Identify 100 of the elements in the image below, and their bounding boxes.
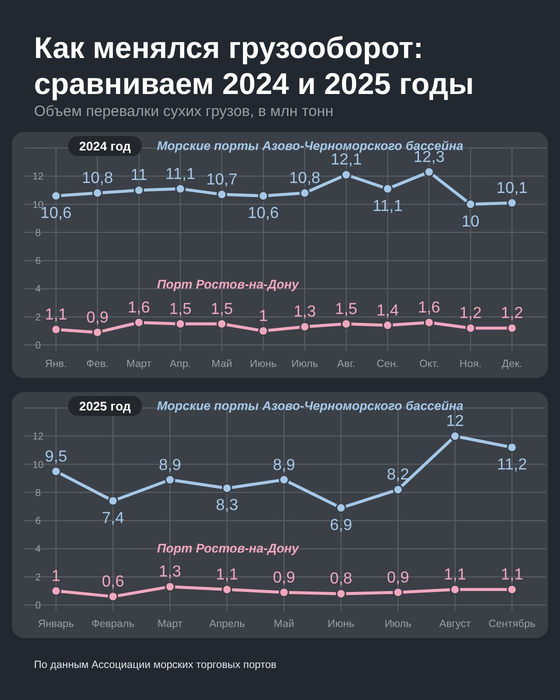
data-label: 10,7	[206, 171, 238, 188]
x-tick-label: Май	[212, 358, 232, 370]
point	[50, 324, 62, 335]
y-tick-label: 2	[35, 312, 42, 324]
point	[222, 584, 232, 595]
text: Порт Ростов-на-Дону	[157, 542, 300, 556]
x-tick-label: Август	[439, 618, 471, 630]
point	[465, 322, 476, 334]
x-tick-label: Ноя.	[460, 358, 482, 370]
annotation: 2024 год	[79, 140, 131, 154]
data-label: 1,6	[128, 299, 150, 316]
point	[134, 317, 144, 328]
point	[50, 190, 62, 202]
y-tick-label: 4	[35, 544, 42, 556]
data-label: 1,3	[294, 304, 316, 321]
point	[465, 199, 476, 210]
data-label: 11,1	[372, 198, 403, 215]
data-label: 0,8	[330, 570, 352, 588]
point	[392, 587, 404, 598]
x-tick-label: Февраль	[92, 618, 135, 630]
point	[424, 166, 434, 178]
point	[299, 188, 310, 198]
chart-subtitle: Объем перевалки сухих грузов, в млн тонн	[34, 103, 334, 120]
point	[506, 584, 518, 595]
data-label: 10,6	[248, 204, 279, 222]
point	[299, 321, 310, 332]
point	[216, 189, 228, 200]
point	[340, 318, 352, 330]
data-label: 1,5	[169, 300, 192, 318]
data-label: 1,5	[210, 300, 234, 318]
data-label: 1,1	[500, 566, 524, 584]
y-tick-label: 12	[32, 172, 44, 183]
data-label: 1,1	[44, 306, 68, 324]
data-label: 0,9	[86, 309, 109, 326]
x-tick-label: Март	[157, 618, 183, 630]
x-tick-label: Янв.	[45, 358, 67, 370]
point	[222, 482, 232, 494]
point	[506, 198, 518, 208]
data-label: 1,1	[444, 566, 466, 584]
y-tick-label: 8	[35, 488, 42, 499]
point	[164, 474, 176, 486]
point	[92, 188, 103, 198]
data-label: 11	[130, 167, 148, 184]
data-label: 1	[52, 568, 61, 585]
point	[336, 588, 346, 599]
data-label: 10,8	[82, 170, 114, 188]
data-label: 1,6	[418, 299, 440, 316]
point	[50, 586, 62, 596]
y-tick-label: 10	[32, 460, 44, 471]
x-tick-label: Авг.	[337, 358, 356, 370]
x-tick-label: Окт.	[419, 358, 439, 370]
point	[108, 496, 118, 506]
point	[50, 466, 62, 477]
data-label: 8,2	[386, 466, 410, 484]
y-tick-label: 0	[35, 340, 42, 352]
y-tick-label: 8	[35, 228, 42, 239]
data-label: 6,9	[330, 516, 352, 534]
data-label: 1,1	[216, 566, 238, 584]
text: По данным Ассоциации морских торговых портов	[34, 659, 277, 671]
point	[424, 317, 434, 328]
x-tick-label: Дек.	[502, 358, 522, 370]
y-tick-label: 0	[35, 600, 42, 612]
data-label: 10,8	[289, 170, 320, 188]
point	[382, 184, 393, 194]
point	[278, 474, 290, 486]
data-label: 12,1	[330, 152, 362, 169]
x-tick-label: Июль	[384, 618, 412, 630]
point	[506, 442, 518, 453]
x-tick-label: Январь	[38, 618, 75, 630]
x-tick-label: Апр.	[170, 358, 192, 370]
data-label: 10	[462, 213, 480, 230]
point	[216, 318, 228, 330]
data-label: 1,5	[335, 300, 358, 318]
x-tick-label: Июнь	[328, 618, 355, 630]
data-label: 9,5	[44, 448, 68, 466]
point	[382, 320, 393, 331]
data-label: 0,9	[386, 569, 410, 586]
point	[175, 184, 186, 194]
data-label: 0,6	[102, 574, 124, 591]
text: Порт Ростов-на-Дону	[157, 277, 300, 292]
y-tick-label: 2	[35, 572, 42, 584]
point	[134, 184, 144, 196]
annotation: 2025 год	[79, 400, 131, 414]
data-label: 12	[446, 413, 464, 430]
data-label: 8,3	[216, 497, 238, 514]
point	[175, 318, 186, 330]
data-label: 11,1	[165, 166, 196, 183]
x-tick-label: Июль	[291, 358, 319, 370]
point	[258, 190, 269, 202]
point	[164, 581, 176, 592]
data-label: 11,2	[497, 456, 528, 474]
data-label: 1,2	[500, 305, 524, 322]
data-label: 10,1	[496, 180, 528, 197]
point	[340, 169, 352, 180]
y-tick-label: 6	[35, 256, 42, 268]
point	[108, 591, 118, 602]
x-tick-label: Июнь	[250, 358, 278, 370]
point	[92, 327, 103, 338]
data-label: 1	[258, 308, 268, 325]
y-tick-label: 12	[32, 432, 44, 443]
